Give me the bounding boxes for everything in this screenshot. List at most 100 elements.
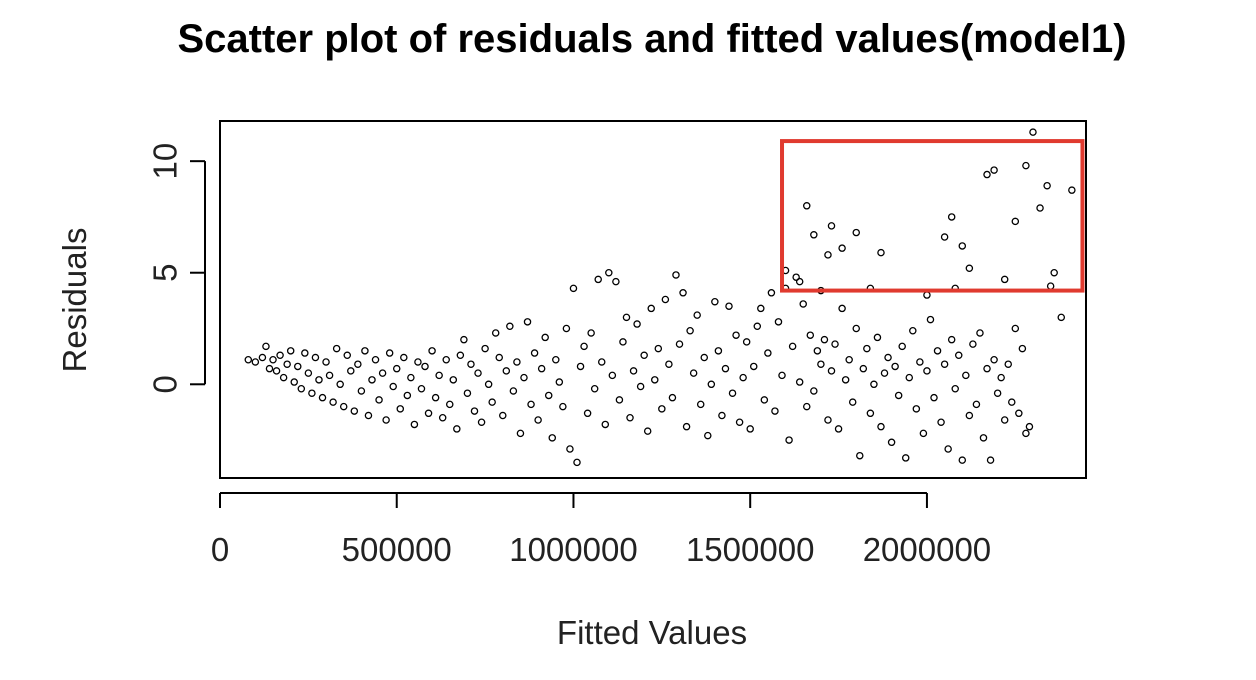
outlier-point bbox=[1029, 128, 1037, 136]
data-point bbox=[481, 344, 489, 353]
data-point bbox=[527, 400, 535, 409]
data-point bbox=[414, 358, 422, 366]
data-point bbox=[976, 329, 984, 337]
data-point bbox=[290, 378, 298, 386]
data-point bbox=[283, 360, 291, 368]
data-point bbox=[799, 300, 807, 308]
data-point bbox=[269, 355, 277, 364]
data-point bbox=[845, 355, 853, 364]
outlier-point bbox=[852, 228, 860, 237]
data-point bbox=[488, 398, 496, 406]
data-point bbox=[569, 284, 578, 293]
data-point bbox=[1004, 360, 1012, 368]
data-point bbox=[658, 405, 666, 413]
data-point bbox=[343, 351, 351, 360]
y-axis: 0 5 10 bbox=[147, 143, 206, 393]
data-point bbox=[506, 322, 514, 331]
data-point bbox=[711, 297, 719, 306]
data-point bbox=[325, 371, 334, 380]
data-point bbox=[583, 409, 592, 418]
data-point bbox=[654, 344, 663, 353]
data-point bbox=[392, 364, 401, 373]
data-point bbox=[286, 347, 295, 355]
data-point bbox=[813, 347, 822, 355]
data-point bbox=[357, 387, 366, 395]
data-point bbox=[1022, 429, 1030, 438]
data-point bbox=[972, 400, 981, 409]
data-point bbox=[566, 445, 574, 453]
data-point bbox=[795, 378, 804, 386]
data-point bbox=[474, 369, 482, 377]
outlier-point bbox=[983, 170, 991, 179]
outlier-point bbox=[795, 277, 804, 286]
data-point bbox=[767, 289, 776, 297]
data-point bbox=[714, 347, 723, 355]
data-point bbox=[1025, 422, 1034, 431]
data-point bbox=[856, 451, 864, 460]
data-point bbox=[389, 382, 397, 391]
data-point bbox=[955, 351, 963, 360]
data-point bbox=[749, 362, 758, 371]
data-point bbox=[530, 349, 539, 357]
data-point bbox=[841, 376, 850, 384]
data-point bbox=[859, 364, 868, 373]
data-point bbox=[576, 362, 585, 371]
data-point bbox=[661, 295, 670, 304]
data-point bbox=[962, 371, 970, 380]
data-point bbox=[484, 380, 493, 389]
data-point bbox=[760, 396, 769, 404]
outlier-point bbox=[947, 213, 956, 221]
outlier-point bbox=[1000, 275, 1009, 284]
data-point bbox=[838, 304, 846, 313]
data-point bbox=[520, 373, 528, 382]
data-point bbox=[456, 351, 465, 360]
data-point bbox=[817, 360, 825, 368]
x-tick-label: 500000 bbox=[342, 531, 452, 568]
y-axis-label: Residuals bbox=[56, 228, 93, 373]
outlier-point bbox=[1050, 268, 1058, 277]
data-point bbox=[1008, 398, 1016, 406]
data-point bbox=[272, 367, 281, 375]
data-point bbox=[449, 376, 458, 384]
data-point bbox=[622, 313, 631, 322]
data-point bbox=[446, 400, 454, 409]
data-point bbox=[559, 402, 567, 411]
data-point bbox=[453, 425, 461, 433]
data-point bbox=[534, 416, 542, 424]
data-point bbox=[742, 338, 751, 346]
data-point bbox=[375, 396, 383, 404]
data-point bbox=[301, 349, 309, 357]
data-point bbox=[410, 420, 419, 429]
data-point bbox=[640, 351, 648, 360]
outlier-point bbox=[1036, 204, 1044, 212]
data-point bbox=[937, 418, 945, 426]
data-point bbox=[672, 271, 680, 279]
outlier-point bbox=[1057, 313, 1066, 322]
data-point bbox=[912, 405, 921, 413]
y-tick-label: 5 bbox=[147, 264, 184, 282]
data-point bbox=[244, 355, 253, 364]
outlier-point bbox=[1046, 282, 1055, 290]
data-point bbox=[965, 411, 974, 420]
data-point bbox=[704, 431, 712, 440]
data-point bbox=[438, 414, 447, 422]
data-point bbox=[262, 342, 270, 351]
data-point bbox=[315, 376, 323, 384]
outlier-point bbox=[1022, 161, 1030, 170]
outlier-point bbox=[940, 233, 949, 241]
data-point bbox=[336, 380, 344, 389]
data-point bbox=[753, 322, 762, 331]
data-point bbox=[880, 369, 889, 377]
x-tick-label: 1000000 bbox=[509, 531, 637, 568]
data-point bbox=[1015, 409, 1023, 418]
data-point bbox=[403, 391, 412, 400]
data-point bbox=[806, 331, 815, 339]
data-point bbox=[615, 396, 624, 404]
data-point bbox=[643, 427, 652, 435]
data-point bbox=[555, 378, 564, 386]
data-point bbox=[513, 358, 521, 366]
data-point bbox=[651, 376, 659, 384]
data-point bbox=[725, 302, 733, 310]
